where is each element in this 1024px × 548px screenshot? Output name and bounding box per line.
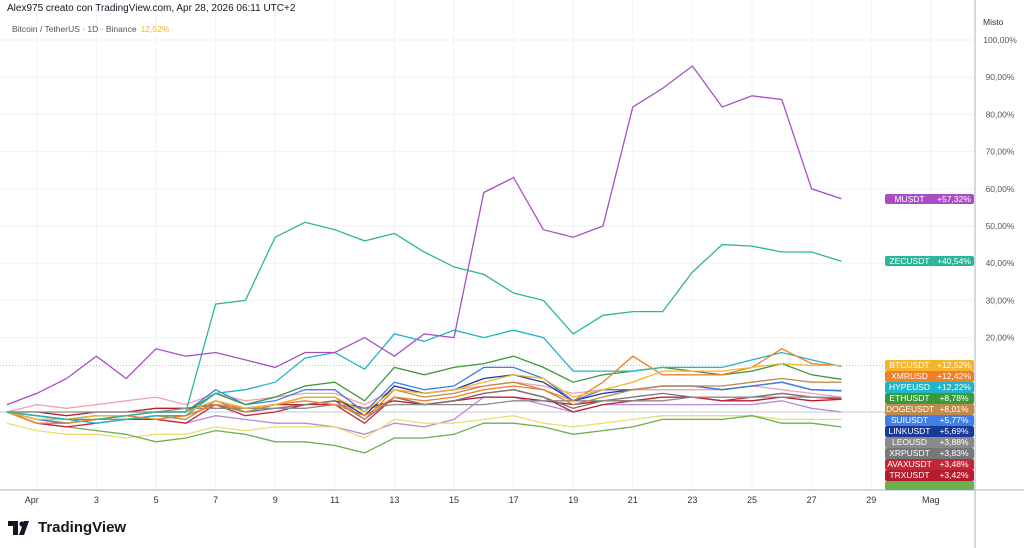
series-label-dogeusdt[interactable]: DOGEUSDT +8,01% — [885, 404, 974, 415]
x-tick-label: 27 — [807, 495, 817, 505]
x-tick-label: 15 — [449, 495, 459, 505]
series-label-name: XMRUSD — [885, 371, 934, 382]
y-tick-label: 40,00% — [986, 258, 1015, 268]
series-label-xrpusdt[interactable]: XRPUSDT +3,83% — [885, 448, 974, 459]
x-tick-label: 13 — [389, 495, 399, 505]
series-label-value: +8,01% — [934, 404, 974, 415]
x-tick-label: 23 — [687, 495, 697, 505]
series-label-value: +5,69% — [934, 426, 974, 437]
series-label-value: +40,54% — [934, 255, 974, 267]
series-label-btcusdt[interactable]: BTCUSDT +12,52% — [885, 360, 974, 371]
x-tick-label: 17 — [509, 495, 519, 505]
symbol-change: 12,52% — [140, 24, 170, 34]
series-line-xmrusd[interactable] — [6, 348, 842, 424]
x-tick-label: 7 — [213, 495, 218, 505]
series-label-value: +12,22% — [934, 382, 974, 393]
x-tick-label: 9 — [273, 495, 278, 505]
series-label-value: +12,52% — [934, 360, 974, 371]
series-label-zecusdt[interactable]: ZECUSDT +40,54% — [885, 255, 974, 267]
x-tick-label: 3 — [94, 495, 99, 505]
y-tick-label: 20,00% — [986, 333, 1015, 343]
series-label-name: TRXUSDT — [885, 470, 934, 481]
series-line-zecusdt[interactable] — [6, 221, 842, 421]
series-label-value: +5,77% — [934, 415, 974, 426]
series-label-name: LEOUSD — [885, 437, 934, 448]
series-label-value: +3,83% — [934, 448, 974, 459]
tradingview-logo-icon — [8, 520, 29, 535]
logo-text: TradingView — [38, 519, 127, 536]
y-tick-label: 90,00% — [986, 72, 1015, 82]
series-line-avaxusdt[interactable] — [6, 389, 842, 428]
series-label-value: +3,88% — [934, 437, 974, 448]
series-label-name: HYPEUSD — [885, 382, 934, 393]
y-tick-label: 70,00% — [986, 147, 1015, 157]
symbol-legend[interactable]: Bitcoin / TetherUS · 1D · Binance 12,52% — [12, 24, 169, 34]
series-label-xmrusd[interactable]: XMRUSD +12,42% — [885, 371, 974, 382]
series-label-name: BTCUSDT — [885, 360, 934, 371]
y-tick-label: 100,00% — [983, 35, 1017, 45]
series-label-name: AVAXUSDT — [885, 459, 934, 470]
series-line-hypeusd[interactable] — [6, 329, 842, 424]
series-label-clipped — [885, 481, 974, 490]
series-label-value: +3,42% — [934, 470, 974, 481]
series-label-leousd[interactable]: LEOUSD +3,88% — [885, 437, 974, 448]
attribution: Alex975 creato con TradingView.com, Apr … — [7, 3, 296, 14]
series-line-unlabeled-15[interactable] — [6, 415, 842, 439]
series-label-trxusdt[interactable]: TRXUSDT +3,42% — [885, 470, 974, 481]
y-tick-label: 80,00% — [986, 109, 1015, 119]
scale-mode-button[interactable]: Misto — [983, 17, 1004, 27]
x-tick-label: Apr — [25, 495, 39, 505]
y-tick-label: 60,00% — [986, 184, 1015, 194]
x-tick-label: 25 — [747, 495, 757, 505]
series-label-value: +57,32% — [934, 193, 974, 205]
series-label-name: MUSDT — [885, 193, 934, 205]
series-label-value: +8,78% — [934, 393, 974, 404]
series-label-name: LINKUSDT — [885, 426, 934, 437]
series-label-ethusdt[interactable]: ETHUSDT +8,78% — [885, 393, 974, 404]
series-line-unlabeled-13[interactable] — [6, 411, 842, 454]
series-line-leousd[interactable] — [7, 396, 842, 413]
series-label-linkusdt[interactable]: LINKUSDT +5,69% — [885, 426, 974, 437]
x-tick-label: 21 — [628, 495, 638, 505]
series-label-name: ZECUSDT — [885, 255, 934, 267]
series-label-name: XRPUSDT — [885, 448, 934, 459]
x-tick-label: 29 — [866, 495, 876, 505]
x-tick-label: 11 — [330, 495, 339, 505]
series-label-avaxusdt[interactable]: AVAXUSDT +3,48% — [885, 459, 974, 470]
tradingview-logo[interactable]: TradingView — [8, 519, 126, 536]
symbol-name: Bitcoin / TetherUS · 1D · Binance — [12, 24, 137, 34]
x-tick-label: 19 — [568, 495, 578, 505]
series-label-hypeusd[interactable]: HYPEUSD +12,22% — [885, 382, 974, 393]
series-label-value: +12,42% — [934, 371, 974, 382]
x-tick-label: 5 — [153, 495, 158, 505]
x-tick-label: Mag — [922, 495, 940, 505]
series-label-name: ETHUSDT — [885, 393, 934, 404]
series-label-name: DOGEUSDT — [885, 404, 935, 415]
series-line-musdt[interactable] — [6, 65, 842, 406]
series-label-musdt[interactable]: MUSDT +57,32% — [885, 193, 974, 205]
y-tick-label: 30,00% — [986, 295, 1015, 305]
series-label-suiusdt[interactable]: SUIUSDT +5,77% — [885, 415, 974, 426]
y-tick-label: 50,00% — [986, 221, 1015, 231]
series-label-name: SUIUSDT — [885, 415, 934, 426]
series-label-value: +3,48% — [934, 459, 974, 470]
